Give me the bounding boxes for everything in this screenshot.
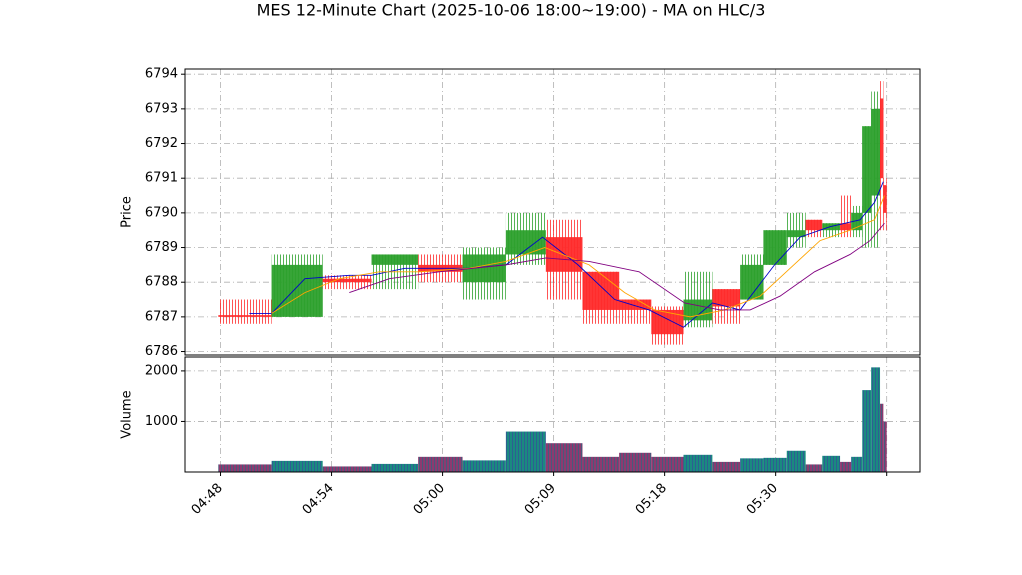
candle-body — [805, 219, 823, 231]
x-tick-label: 05:09 — [522, 481, 559, 518]
x-tick-label: 04:48 — [189, 481, 226, 518]
volume-bar — [218, 464, 272, 472]
candle-body — [218, 315, 272, 317]
panel: 1000 2000 04:48 04:54 05:00 05:09 05:18 05:30 Vo… — [120, 356, 921, 518]
volume-bar — [462, 460, 506, 472]
y-tick-label: 1000 — [145, 414, 178, 429]
volume-bar — [840, 461, 852, 472]
y-tick-label: 2000 — [145, 363, 178, 378]
y-tick-label: 6792 — [145, 136, 178, 151]
y-tick-label: 6793 — [145, 101, 178, 116]
volume-bar — [880, 403, 884, 472]
volume-bar — [740, 458, 764, 472]
x-tick-label: 04:54 — [300, 481, 337, 518]
candle-body — [371, 254, 419, 265]
y-axis-label: Volume — [120, 390, 135, 438]
candle-body — [862, 126, 872, 213]
y-tick-label: 6790 — [145, 205, 178, 220]
candle-body — [840, 223, 852, 231]
x-tick-label: 05:30 — [744, 481, 781, 518]
candle-body — [883, 185, 887, 213]
volume-bar — [871, 367, 881, 472]
x-tick-label: 05:18 — [633, 481, 670, 518]
candle-wick — [218, 299, 272, 324]
candle-body — [763, 230, 787, 265]
y-tick-label: 6786 — [145, 344, 178, 359]
candle-body — [505, 230, 546, 255]
candle-body — [871, 108, 881, 196]
candle-body — [619, 299, 652, 310]
volume-bar — [545, 443, 583, 472]
candle-body — [851, 212, 863, 231]
candle-body — [786, 230, 806, 238]
volume-bar — [271, 460, 323, 472]
x-tick-label: 05:00 — [411, 481, 448, 518]
volume-bar — [786, 450, 806, 472]
y-tick-label: 6787 — [145, 309, 178, 324]
volume-bar — [505, 431, 546, 472]
ma-line — [349, 222, 885, 311]
ma-line — [271, 195, 885, 318]
volume-bar — [862, 390, 872, 472]
plot-frame — [184, 68, 921, 356]
volume-bar — [805, 464, 823, 472]
candle-body — [880, 98, 884, 179]
volume-bar — [683, 454, 713, 472]
volume-bar — [883, 421, 887, 472]
volume-bar — [619, 452, 652, 472]
y-tick-label: 6794 — [145, 67, 178, 82]
candle-body — [582, 271, 620, 310]
y-tick-label: 6791 — [145, 171, 178, 186]
volume-bar — [651, 456, 684, 472]
y-tick-label: 6789 — [145, 240, 178, 255]
y-axis-label: Price — [120, 196, 135, 228]
volume-bar — [712, 461, 741, 472]
panel: 6786 6787 6788 6789 6790 6791 6792 6793 6794 Pric… — [120, 67, 921, 359]
candle-body — [712, 289, 741, 307]
candle-body — [740, 264, 764, 300]
volume-bar — [763, 457, 787, 472]
volume-bar — [322, 466, 372, 472]
candle-body — [322, 278, 372, 283]
candle-body — [683, 299, 713, 321]
y-tick-label: 6788 — [145, 275, 178, 290]
volume-bar — [851, 456, 863, 472]
plot-frame — [184, 356, 921, 473]
volume-bar — [371, 463, 419, 472]
volume-bar — [582, 456, 620, 472]
chart-title: MES 12-Minute Chart (2025-10-06 18:00~19… — [257, 1, 766, 20]
candle-wick — [840, 195, 852, 238]
volume-bar — [822, 455, 841, 472]
volume-bar — [418, 456, 463, 472]
